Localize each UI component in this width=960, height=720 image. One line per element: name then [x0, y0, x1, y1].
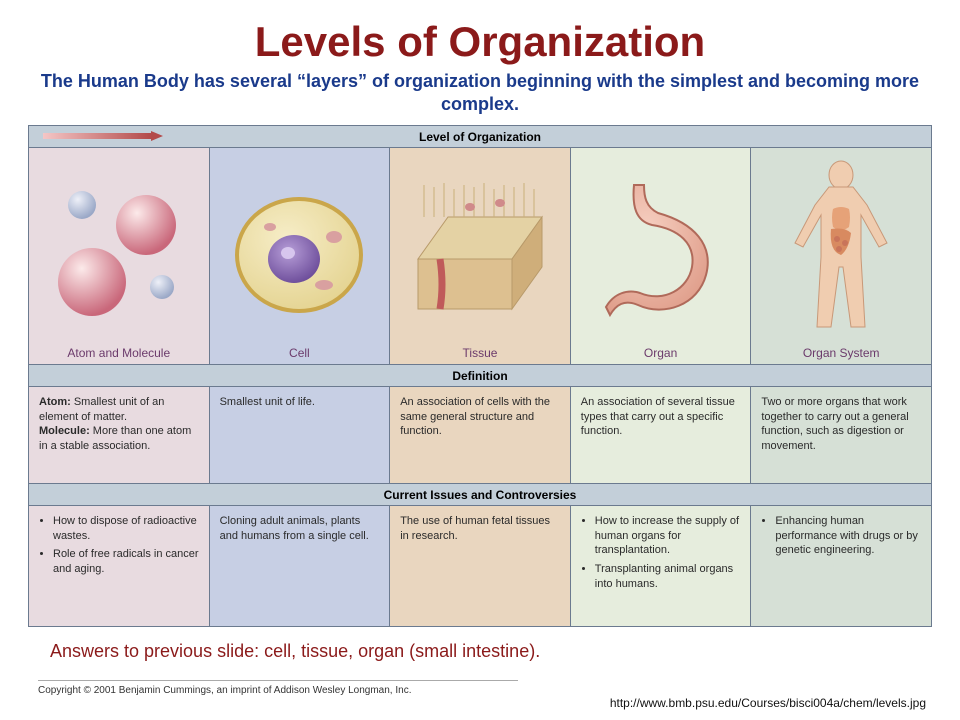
definition-header-band: Definition: [29, 364, 931, 387]
level-header-label: Level of Organization: [419, 130, 541, 144]
atom-bold: Atom:: [39, 396, 71, 408]
issues-organ: How to increase the supply of human orga…: [571, 506, 752, 626]
stomach-icon: [575, 154, 747, 340]
page-title: Levels of Organization: [20, 18, 940, 66]
issues-header-band: Current Issues and Controversies: [29, 483, 931, 506]
definition-header-label: Definition: [452, 369, 507, 383]
copyright-text: Copyright © 2001 Benjamin Cummings, an i…: [38, 680, 518, 696]
page-subtitle: The Human Body has several “layers” of o…: [40, 70, 920, 117]
issue-item: How to increase the supply of human orga…: [595, 514, 741, 559]
issues-row: How to dispose of radioactive wastes. Ro…: [29, 506, 931, 626]
source-url: http://www.bmb.psu.edu/Courses/bisci004a…: [610, 696, 926, 710]
issues-cell: Cloning adult animals, plants and humans…: [210, 506, 391, 626]
level-label-tissue: Tissue: [463, 346, 498, 360]
issues-system: Enhancing human performance with drugs o…: [751, 506, 931, 626]
level-label-organ: Organ: [644, 346, 677, 360]
level-label-system: Organ System: [803, 346, 880, 360]
image-cell-system: Organ System: [751, 148, 931, 364]
molecule-bold: Molecule:: [39, 425, 90, 437]
gradient-arrow-icon: [43, 131, 163, 141]
level-label-atom: Atom and Molecule: [67, 346, 170, 360]
issues-atom: How to dispose of radioactive wastes. Ro…: [29, 506, 210, 626]
level-header-band: Level of Organization: [29, 126, 931, 148]
definition-system: Two or more organs that work together to…: [751, 387, 931, 483]
issue-item: Transplanting animal organs into humans.: [595, 562, 741, 592]
image-cell-tissue: Tissue: [390, 148, 571, 364]
definition-row: Atom: Smallest unit of an element of mat…: [29, 387, 931, 483]
definition-atom: Atom: Smallest unit of an element of mat…: [29, 387, 210, 483]
slide-root: Levels of Organization The Human Body ha…: [0, 0, 960, 720]
cell-icon: [214, 154, 386, 340]
issues-tissue: The use of human fetal tissues in resear…: [390, 506, 571, 626]
tissue-icon: [394, 154, 566, 340]
definition-tissue: An association of cells with the same ge…: [390, 387, 571, 483]
issue-item: How to dispose of radioactive wastes.: [53, 514, 199, 544]
atom-molecule-icon: [33, 154, 205, 340]
definition-organ: An association of several tissue types t…: [571, 387, 752, 483]
image-cell-organ: Organ: [571, 148, 752, 364]
image-cell-atom: Atom and Molecule: [29, 148, 210, 364]
issue-item: Role of free radicals in cancer and agin…: [53, 547, 199, 577]
image-row: Atom and Molecule: [29, 148, 931, 364]
answer-line: Answers to previous slide: cell, tissue,…: [50, 641, 940, 662]
definition-cell: Smallest unit of life.: [210, 387, 391, 483]
level-label-cell: Cell: [289, 346, 310, 360]
levels-chart: Level of Organization: [28, 125, 932, 627]
image-cell-cell: Cell: [210, 148, 391, 364]
issues-header-label: Current Issues and Controversies: [384, 488, 577, 502]
human-body-icon: [755, 154, 927, 340]
issue-item: Enhancing human performance with drugs o…: [775, 514, 921, 559]
